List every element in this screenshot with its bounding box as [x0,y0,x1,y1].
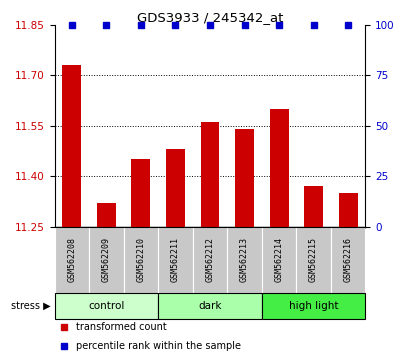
Bar [63,65,81,227]
Text: GSM562209: GSM562209 [102,237,111,282]
Text: GSM562216: GSM562216 [344,237,353,282]
Text: control: control [88,301,125,311]
Text: percentile rank within the sample: percentile rank within the sample [76,341,241,352]
Bar [89,227,123,293]
Bar [131,159,150,227]
Bar [304,186,323,227]
Text: transformed count: transformed count [76,322,167,332]
Text: GSM562214: GSM562214 [275,237,284,282]
Text: GSM562208: GSM562208 [67,237,76,282]
Bar [331,227,365,293]
Title: GDS3933 / 245342_at: GDS3933 / 245342_at [137,11,283,24]
Text: GSM562212: GSM562212 [205,237,215,282]
Bar [158,227,193,293]
Bar [166,149,185,227]
Text: GSM562211: GSM562211 [171,237,180,282]
Text: GSM562213: GSM562213 [240,237,249,282]
Text: high light: high light [289,301,339,311]
Bar [297,227,331,293]
Text: stress ▶: stress ▶ [11,301,50,311]
Bar [193,227,227,293]
Bar [123,227,158,293]
Bar [55,227,89,293]
Bar [200,122,220,227]
Bar [262,293,365,319]
Bar [158,293,262,319]
Text: dark: dark [198,301,222,311]
Bar [227,227,262,293]
Bar [339,193,357,227]
Bar [262,227,297,293]
Text: GSM562210: GSM562210 [136,237,145,282]
Bar [270,109,289,227]
Text: GSM562215: GSM562215 [309,237,318,282]
Bar [97,203,116,227]
Bar [235,129,254,227]
Bar [55,293,158,319]
